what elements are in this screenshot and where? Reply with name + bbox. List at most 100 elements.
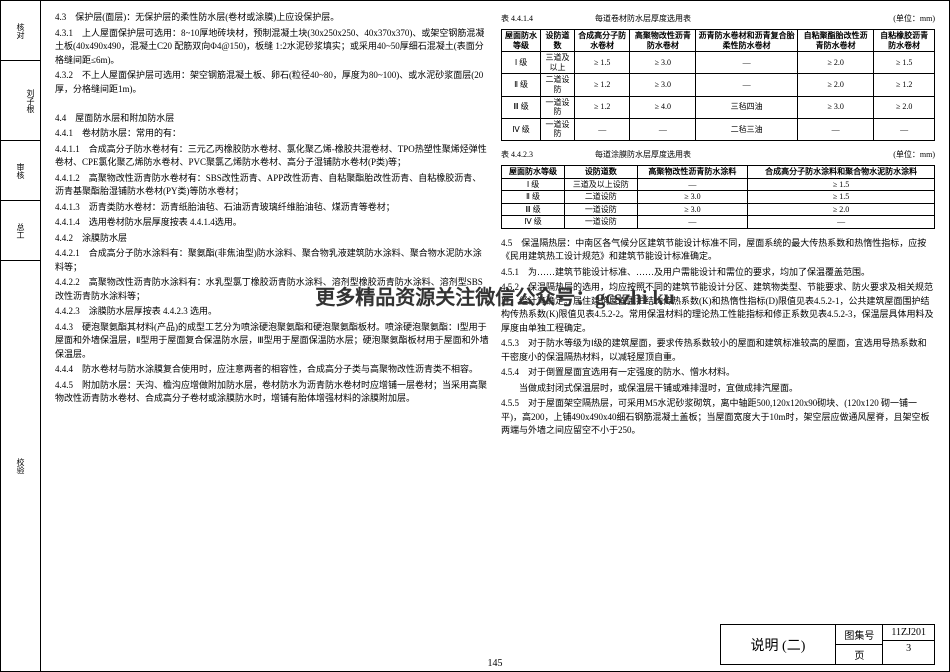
t2c: ≥ 3.0 [637,203,748,216]
t1c: Ⅱ 级 [502,74,541,96]
t1c: Ⅳ 级 [502,118,541,140]
footer-title: 说明 (二) [721,625,836,664]
t1c: Ⅲ 级 [502,96,541,118]
para-4-3-1: 4.3.1 上人屋面保护层可选用：8~10厚地砖块材，预制混凝土块(30x250… [55,27,489,68]
t1c: ≥ 1.2 [574,96,629,118]
t1c: ≥ 2.0 [798,52,874,74]
t1c: — [574,118,629,140]
t1-h1: 设防道数 [541,30,575,52]
para-4-4-4: 4.4.4 防水卷材与防水涂膜复合使用时，应注意两者的相容性，合成高分子类与高聚… [55,363,489,377]
table1-header-row: 屋面防水等级 设防道数 合成高分子防水卷材 高聚物改性沥青防水卷材 沥青防水卷材… [502,30,935,52]
t2c: Ⅰ 级 [502,178,565,191]
left-column: 4.3 保护层(面层)：无保护层的柔性防水层(卷材或涂膜)上应设保护层。 4.3… [55,11,489,667]
bottom-page-number: 145 [488,658,503,669]
t1-h3: 高聚物改性沥青防水卷材 [630,30,696,52]
t1c: ≥ 1.5 [574,52,629,74]
t1c: ≥ 3.0 [630,74,696,96]
table1: 屋面防水等级 设防道数 合成高分子防水卷材 高聚物改性沥青防水卷材 沥青防水卷材… [501,29,935,141]
footer-block: 说明 (二) 图集号 页 11ZJ201 3 [720,624,935,665]
para-4-5-1: 4.5.1 为……建筑节能设计标准、……及用户需能设计和需位的要求，均加了保温覆… [501,266,935,280]
para-4-4-3: 4.4.3 硬泡聚氨酯其材料(产品)的成型工艺分为喷涂硬泡聚氨酯和硬泡聚氨酯板材… [55,321,489,362]
t1c: ≥ 1.2 [574,74,629,96]
t2c: Ⅱ 级 [502,191,565,204]
stamp-cell-2: 审核 [1,141,40,201]
right-column: 表 4.4.1.4 每道卷材防水层厚度选用表 (单位：mm) 屋面防水等级 设防… [501,11,935,667]
t2-h2: 高聚物改性沥青防水涂料 [637,165,748,178]
footer-page-value: 3 [883,641,934,656]
table1-row-3: Ⅳ 级一道设防——二毡三油—— [502,118,935,140]
t1c: — [798,118,874,140]
t2c: — [637,216,748,229]
t1-h2: 合成高分子防水卷材 [574,30,629,52]
para-4-3-2: 4.3.2 不上人屋面保护层可选用：架空钢筋混凝土板、卵石(粒径40~80，厚度… [55,69,489,96]
table2-title: 每道涂膜防水层厚度选用表 [595,150,691,159]
table1-number: 表 4.4.1.4 [501,14,533,23]
para-4-5: 4.5 保温隔热层：中南区各气候分区建筑节能设计标准不同，屋面系统的最大传热系数… [501,237,935,264]
t1c: — [874,118,935,140]
t1c: 三道及以上 [541,52,575,74]
t2c: 三道及以上设防 [565,178,638,191]
t1c: 一道设防 [541,118,575,140]
table2: 屋面防水等级 设防道数 高聚物改性沥青防水涂料 合成高分子防水涂料和聚合物水泥防… [501,165,935,229]
para-4-4: 4.4 屋面防水层和附加防水层 [55,112,489,126]
t2-h1: 设防道数 [565,165,638,178]
t1c: — [696,52,798,74]
t2c: ≥ 3.0 [637,191,748,204]
table2-row-2: Ⅲ 级一道设防≥ 3.0≥ 2.0 [502,203,935,216]
t1c: 三毡四油 [696,96,798,118]
table2-row-1: Ⅱ 级二道设防≥ 3.0≥ 1.5 [502,191,935,204]
t1-h6: 自粘橡胶沥青防水卷材 [874,30,935,52]
t2c: 二道设防 [565,191,638,204]
table1-title: 每道卷材防水层厚度选用表 [595,14,691,23]
table1-unit: (单位：mm) [893,13,935,25]
para-4-4-1-2: 4.4.1.2 高聚物改性沥青防水卷材有：SBS改性沥青、APP改性沥青、自粘聚… [55,172,489,199]
t1c: 二道设防 [541,74,575,96]
t2-h3: 合成高分子防水涂料和聚合物水泥防水涂料 [748,165,935,178]
para-4-4-1-1: 4.4.1.1 合成高分子防水卷材有：三元乙丙橡胶防水卷材、氯化聚乙烯-橡胶共混… [55,143,489,170]
table1-row-1: Ⅱ 级二道设防≥ 1.2≥ 3.0—≥ 2.0≥ 1.2 [502,74,935,96]
para-4-4-1: 4.4.1 卷材防水层：常用的有： [55,127,489,141]
table1-title-row: 表 4.4.1.4 每道卷材防水层厚度选用表 (单位：mm) [501,13,935,25]
para-4-5-5: 4.5.5 对于屋面架空隔热层，可采用M5水泥砂浆砌筑，离中轴距500,120x… [501,397,935,438]
t1c: ≥ 1.5 [874,52,935,74]
para-4-5-3: 4.5.3 对于防水等级为Ⅰ级的建筑屋面，要求传热系数较小的屋面和建筑标准较高的… [501,337,935,364]
t2c: Ⅲ 级 [502,203,565,216]
table1-row-2: Ⅲ 级一道设防≥ 1.2≥ 4.0三毡四油≥ 3.0≥ 2.0 [502,96,935,118]
footer-book-label: 图集号 [836,625,882,645]
t2c: ≥ 1.5 [748,191,935,204]
page-container: 核对 刘子根 审核 总工 校验 更多精品资源关注微信公众号：gcszhi ku … [0,0,950,672]
table2-row-3: Ⅳ 级一道设防—— [502,216,935,229]
t2c: Ⅳ 级 [502,216,565,229]
name-cell: 刘子根 [1,61,40,141]
stamp-cell-3: 总工 [1,201,40,261]
t2c: 一道设防 [565,216,638,229]
t1c: ≥ 4.0 [630,96,696,118]
t1c: Ⅰ 级 [502,52,541,74]
t2c: 一道设防 [565,203,638,216]
t1-h5: 自粘聚酯胎改性沥青防水卷材 [798,30,874,52]
para-4-5-4b: 当做成封闭式保温层时，或保温层干铺或难排湿时，宜做成排汽屋面。 [501,382,935,396]
t1-h0: 屋面防水等级 [502,30,541,52]
t1c: ≥ 3.0 [798,96,874,118]
t2c: ≥ 2.0 [748,203,935,216]
para-4-4-1-3: 4.4.1.3 沥青类防水卷材：沥青纸胎油毡、石油沥青玻璃纤维胎油毡、煤沥青等卷… [55,201,489,215]
t1c: 二毡三油 [696,118,798,140]
para-4-4-2: 4.4.2 涂膜防水层 [55,232,489,246]
t2c: — [637,178,748,191]
table2-number: 表 4.4.2.3 [501,150,533,159]
side-tab-column: 核对 刘子根 审核 总工 校验 [1,1,41,671]
table2-header-row: 屋面防水等级 设防道数 高聚物改性沥青防水涂料 合成高分子防水涂料和聚合物水泥防… [502,165,935,178]
para-4-4-2-1: 4.4.2.1 合成高分子防水涂料有：聚氨酯(非焦油型)防水涂料、聚合物乳液建筑… [55,247,489,274]
content-area: 更多精品资源关注微信公众号：gcszhi ku 4.3 保护层(面层)：无保护层… [41,1,949,671]
table1-row-0: Ⅰ 级三道及以上≥ 1.5≥ 3.0—≥ 2.0≥ 1.5 [502,52,935,74]
table2-row-0: Ⅰ 级三道及以上设防—≥ 1.5 [502,178,935,191]
table2-title-row: 表 4.4.2.3 每道涂膜防水层厚度选用表 (单位：mm) [501,149,935,161]
t1c: — [630,118,696,140]
t2c: ≥ 1.5 [748,178,935,191]
watermark-text: 更多精品资源关注微信公众号：gcszhi ku [315,281,674,310]
para-4-3: 4.3 保护层(面层)：无保护层的柔性防水层(卷材或涂膜)上应设保护层。 [55,11,489,25]
table2-unit: (单位：mm) [893,149,935,161]
t1c: 一道设防 [541,96,575,118]
t1c: ≥ 1.2 [874,74,935,96]
para-4-4-5: 4.4.5 附加防水层：天沟、檐沟应增做附加防水层，卷材防水为沥青防水卷材时应增… [55,379,489,406]
